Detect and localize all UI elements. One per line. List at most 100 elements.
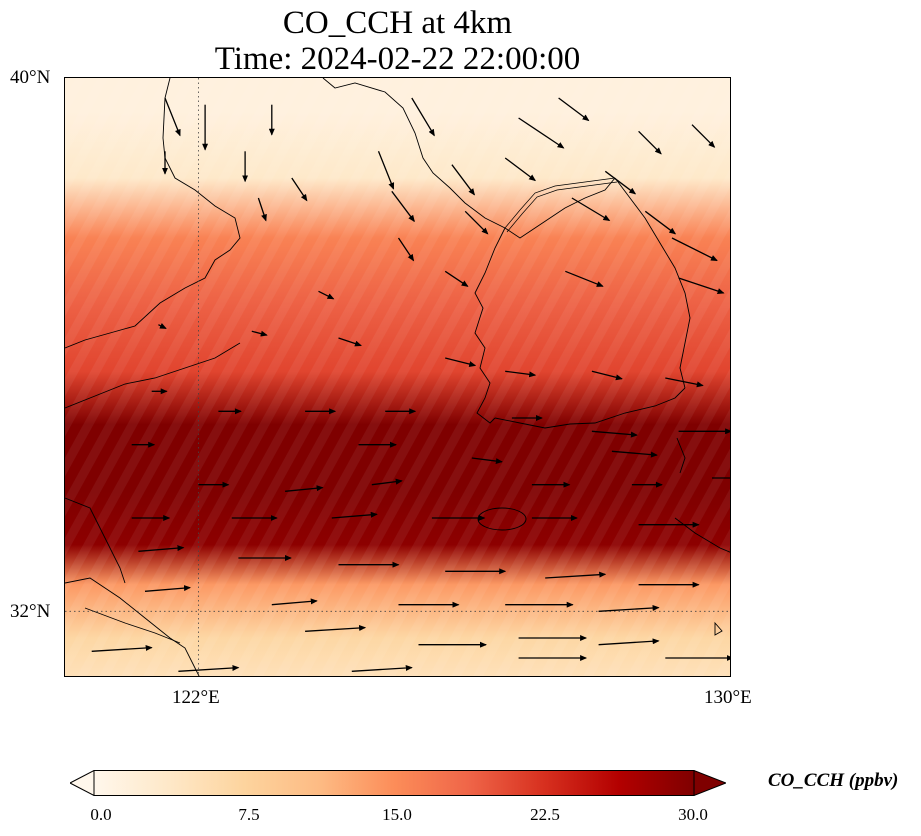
lat-label-40n: 40°N <box>10 67 51 88</box>
texture-stripe <box>65 78 195 317</box>
wind-arrow <box>591 370 623 381</box>
wind-arrow <box>271 598 318 606</box>
texture-stripe <box>209 78 547 676</box>
wind-arrow <box>91 644 153 652</box>
wind-arrow <box>257 197 267 222</box>
wind-arrow <box>505 370 537 378</box>
texture-stripe <box>165 78 503 676</box>
wind-arrow <box>318 290 335 300</box>
wind-arrow <box>611 450 658 458</box>
wind-arrow <box>518 117 565 149</box>
texture-stripe <box>539 328 730 676</box>
wind-arrow <box>164 97 181 137</box>
lon-label-122e: 122°E <box>172 687 220 708</box>
colorbar-tick-0: 0.0 <box>90 805 112 824</box>
wind-arrow <box>691 124 716 148</box>
wind-arrow <box>291 177 308 202</box>
wind-arrow <box>591 430 638 438</box>
wind-arrow <box>464 210 489 235</box>
wind-arrow <box>604 170 637 195</box>
wind-arrow <box>351 664 413 672</box>
wind-arrow <box>444 270 469 287</box>
texture-stripe <box>65 78 371 637</box>
texture-stripe <box>693 608 730 676</box>
wind-arrow <box>411 97 435 137</box>
wind-arrow <box>565 270 604 287</box>
colorbar-min-extension <box>68 769 95 797</box>
colorbar-label: CO_CCH (ppbv) <box>768 770 899 791</box>
wind-arrow <box>571 197 611 222</box>
map-title-line-2: Time: 2024-02-22 22:00:00 <box>214 41 581 77</box>
wind-arrow <box>598 638 660 646</box>
texture-stripe <box>65 78 173 277</box>
colorbar-tick-4: 30.0 <box>678 805 708 824</box>
map-panel <box>64 77 731 677</box>
coastline-shandong-north <box>65 342 241 409</box>
wind-arrow <box>144 585 191 592</box>
colorbar-max-extension <box>693 769 728 797</box>
wind-arrow <box>471 457 503 465</box>
map-title-line-1: CO_CCH at 4km <box>282 5 513 41</box>
texture-stripe <box>627 488 730 676</box>
texture-stripe <box>473 208 730 676</box>
colorbar-tick-1: 7.5 <box>238 805 260 824</box>
coastline-layer <box>65 78 730 676</box>
japan-kyushu <box>674 517 730 553</box>
texture-stripe <box>407 88 730 676</box>
wind-arrow <box>678 277 725 294</box>
texture-stripe <box>77 78 415 676</box>
wind-arrow <box>331 511 378 519</box>
coastline-korea-east <box>614 177 691 389</box>
dmz-border <box>504 177 616 229</box>
wind-arrow <box>451 164 475 196</box>
texture-stripe <box>65 78 151 237</box>
jeju-island <box>477 507 527 531</box>
field-texture <box>65 78 730 676</box>
wind-arrow <box>158 323 167 329</box>
texture-stripe <box>65 78 129 197</box>
wind-arrow <box>138 545 185 552</box>
texture-stripe <box>297 78 635 676</box>
texture-stripe <box>65 78 217 357</box>
texture-stripe <box>143 78 481 676</box>
lat-label-32n: 32°N <box>10 601 51 622</box>
colorbar-body <box>93 770 695 796</box>
yangtze-estuary <box>84 607 181 644</box>
texture-stripe <box>65 78 283 477</box>
texture-stripe <box>341 78 679 676</box>
texture-stripe <box>65 78 349 597</box>
wind-arrow <box>598 604 660 612</box>
texture-stripe <box>99 78 437 676</box>
texture-stripe <box>605 448 730 676</box>
dmz-border-2 <box>506 181 618 233</box>
coastline-korea-south <box>494 387 686 429</box>
texture-stripe <box>65 78 261 437</box>
wind-arrow <box>504 157 537 182</box>
wind-arrow <box>644 210 677 235</box>
texture-stripe <box>671 568 730 676</box>
wind-arrow <box>391 190 415 223</box>
colorbar-tick-3: 22.5 <box>530 805 560 824</box>
wind-arrow <box>178 664 240 672</box>
texture-stripe <box>715 648 730 676</box>
wind-arrow <box>545 571 607 579</box>
lon-label-130e: 130°E <box>704 687 752 708</box>
japan-island <box>714 621 723 636</box>
china-coast-south <box>65 577 200 676</box>
texture-stripe <box>65 78 239 397</box>
japan-tsushima <box>676 437 686 474</box>
wind-arrow <box>665 377 704 388</box>
gridlines <box>65 78 730 676</box>
wind-arrow <box>397 237 415 262</box>
texture-stripe <box>385 78 723 676</box>
colorbar-tick-2: 15.0 <box>382 805 412 824</box>
texture-stripe <box>561 368 730 676</box>
coastline-liaoning-korea <box>322 78 616 239</box>
texture-stripe <box>363 78 701 676</box>
colorbar-svg <box>68 769 728 797</box>
texture-stripe <box>187 78 525 676</box>
texture-stripe <box>65 78 85 117</box>
map-canvas <box>65 78 730 676</box>
wind-arrow <box>558 97 590 122</box>
texture-stripe <box>517 288 730 676</box>
